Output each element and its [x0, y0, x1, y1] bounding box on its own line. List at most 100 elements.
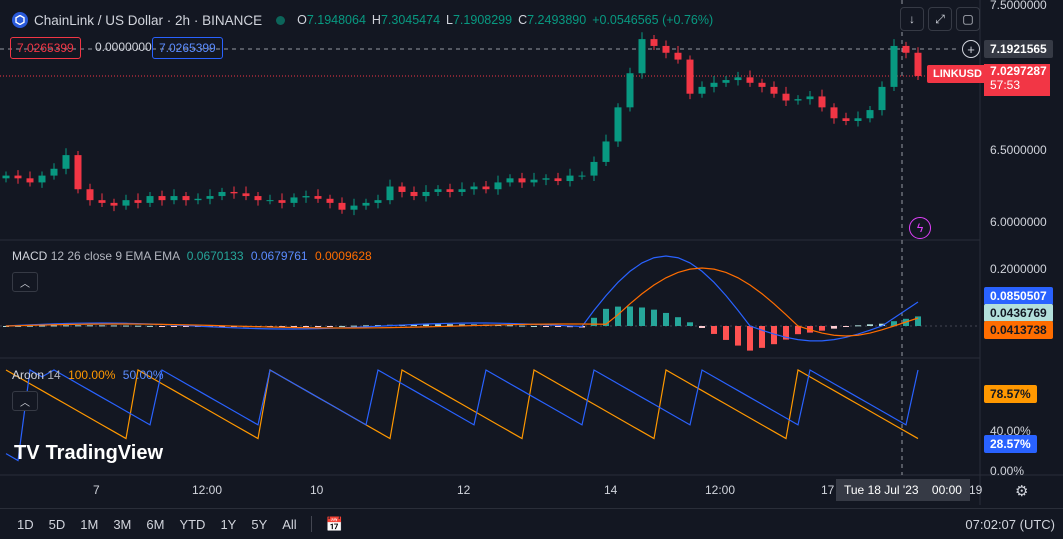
add-alert-button[interactable]: + [962, 40, 980, 58]
candle [902, 45, 910, 53]
macd-histogram-bar [555, 326, 561, 327]
candle [494, 182, 502, 190]
macd-histogram-bar [747, 326, 753, 351]
candle [530, 179, 538, 183]
macd-histogram-bar [651, 309, 657, 326]
macd-histogram-bar [711, 326, 717, 334]
macd-histogram-bar [855, 325, 861, 327]
symbol-header: ChainLink / US Dollar · 2h · BINANCE O7.… [12, 8, 713, 32]
fullscreen-button[interactable]: ▢ [956, 7, 980, 31]
candle [446, 189, 454, 192]
high-value: 7.3045474 [380, 13, 441, 27]
candle [362, 202, 370, 206]
tradingview-logo[interactable]: TV TradingView [14, 442, 163, 465]
candle [182, 196, 190, 201]
candle [74, 155, 82, 190]
buy-button[interactable]: 7.0265399 [152, 37, 223, 59]
macd-histogram-bar [723, 326, 729, 340]
macd-histogram-bar [411, 324, 417, 326]
timeframe-5d[interactable]: 5D [48, 516, 66, 532]
macd-histogram-bar [51, 325, 57, 327]
hist-value-label: 0.0436769 [984, 304, 1053, 322]
time-tick: 10 [310, 483, 324, 497]
sell-button[interactable]: 7.0265399 [10, 37, 81, 59]
date-range-icon[interactable]: 📅 [325, 515, 344, 532]
timeframe-1d[interactable]: 1D [17, 516, 34, 532]
macd-histogram-bar [687, 322, 693, 326]
aroon-tick: 0.00% [990, 464, 1025, 478]
candle [722, 80, 730, 83]
candle [86, 189, 94, 201]
macd-histogram-bar [435, 324, 441, 326]
aroon-down-label: 28.57% [984, 435, 1037, 453]
candle [866, 110, 874, 119]
timeframe-3m[interactable]: 3M [113, 516, 132, 532]
market-status-icon [276, 15, 286, 25]
macd-histogram-bar [459, 324, 465, 326]
expand-icon: ⤢ [935, 11, 945, 26]
last-price-label: 7.0297287 57:53 [984, 64, 1050, 96]
symbol-title[interactable]: ChainLink / US Dollar · 2h · BINANCE [34, 12, 263, 28]
candle [554, 178, 562, 182]
candle [302, 196, 310, 198]
time-tick: 12:00 [705, 483, 736, 497]
macd-histogram-bar [99, 325, 105, 327]
candle [134, 200, 142, 203]
macd-histogram-bar [819, 326, 825, 331]
candle [782, 93, 790, 101]
candle [878, 86, 886, 111]
utc-clock[interactable]: 07:02:07 (UTC) [965, 516, 1055, 532]
macd-histogram-bar [519, 325, 525, 327]
candle [218, 191, 226, 197]
timeframe-6m[interactable]: 6M [146, 516, 165, 532]
candle [410, 191, 418, 197]
macd-histogram-bar [447, 324, 453, 326]
candle [314, 196, 322, 199]
maximize-button[interactable]: ⤢ [928, 7, 952, 31]
timeframe-1m[interactable]: 1M [80, 516, 99, 532]
ohlc-values: O7.1948064 H7.3045474 L7.1908299 C7.2493… [297, 13, 714, 27]
macd-histogram-bar [843, 326, 849, 327]
aroon-collapse-button[interactable]: ︿ [12, 391, 38, 411]
candle [710, 82, 718, 87]
candle [326, 198, 334, 203]
macd-histogram-bar [183, 326, 189, 327]
price-tick: 7.5000000 [990, 0, 1047, 12]
macd-collapse-button[interactable]: ︿ [12, 272, 38, 292]
candle [230, 191, 238, 194]
crosshair-price-label: 7.1921565 [984, 40, 1053, 58]
lightning-icon[interactable]: ϟ [909, 217, 931, 239]
tradingview-icon: TV [14, 442, 40, 464]
macd-histogram-bar [603, 308, 609, 326]
bottom-toolbar: 1D 5D 1M 3M 6M YTD 1Y 5Y All 📅 07:02:07 … [0, 508, 1063, 539]
macd-histogram-bar [147, 325, 153, 327]
macd-histogram-bar [111, 325, 117, 327]
candle [626, 73, 634, 108]
candle [770, 86, 778, 94]
candle [158, 196, 166, 201]
candle [242, 193, 250, 197]
brand-label: TradingView [45, 442, 164, 464]
arrow-down-icon: ↓ [909, 12, 915, 26]
timeframe-5y[interactable]: 5Y [251, 516, 268, 532]
timeframe-1y[interactable]: 1Y [220, 516, 237, 532]
timeframe-ytd[interactable]: YTD [179, 516, 206, 532]
macd-histogram-bar [279, 326, 285, 328]
macd-histogram-bar [75, 325, 81, 327]
settings-gear-icon[interactable]: ⚙ [1015, 483, 1029, 500]
scroll-down-button[interactable]: ↓ [900, 7, 924, 31]
macd-histogram-bar [795, 326, 801, 335]
candle [338, 202, 346, 210]
candle [470, 186, 478, 190]
aroon-up-label: 78.57% [984, 385, 1037, 403]
macd-histogram-bar [363, 325, 369, 327]
time-tick: 12 [457, 483, 471, 497]
candle [194, 198, 202, 201]
timeframe-all[interactable]: All [282, 516, 297, 532]
candle [206, 196, 214, 199]
time-tick: 12:00 [192, 483, 223, 497]
macd-histogram-bar [879, 323, 885, 326]
candle [398, 186, 406, 192]
open-value: 7.1948064 [306, 13, 366, 27]
